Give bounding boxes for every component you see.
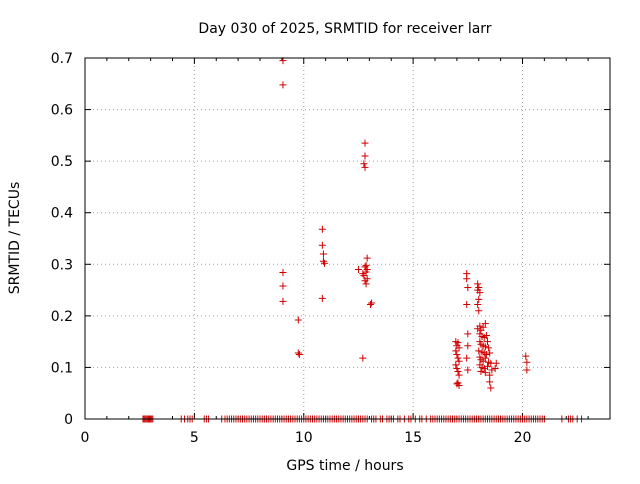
data-point [454,368,462,376]
data-point [318,225,326,233]
data-point [486,371,494,379]
data-point [361,139,369,147]
data-point [463,301,471,309]
data-point [474,325,482,333]
y-tick-label: 0.3 [51,257,73,273]
data-point [523,366,531,374]
data-point [318,294,326,302]
data-point [482,331,490,339]
data-point [464,283,472,291]
data-point [279,81,287,89]
data-point [491,364,499,372]
x-tick-label: 15 [404,430,422,446]
data-point [463,354,471,362]
data-point [476,289,484,297]
y-tick-label: 0.6 [51,103,73,119]
data-point [487,384,495,392]
data-point [464,366,472,374]
y-tick-label: 0.5 [51,154,73,170]
y-axis-label: SRMTID / TECUs [7,182,23,295]
data-point [474,280,482,288]
x-tick-label: 0 [81,430,90,446]
data-point [481,320,489,328]
y-tick-label: 0.4 [51,206,73,222]
x-tick-label: 5 [190,430,199,446]
data-point [477,368,485,376]
data-point [361,163,369,171]
data-point [475,307,483,315]
x-tick-label: 20 [514,430,532,446]
data-point [359,354,367,362]
data-point [492,359,500,367]
data-point [361,277,369,285]
data-point [463,275,471,283]
data-point [475,295,483,303]
data-point [366,301,374,309]
data-point [479,323,487,331]
data-point [362,280,370,288]
data-point [279,269,287,277]
data-point [362,261,370,269]
data-point [485,344,493,352]
data-point [360,160,368,168]
data-point [453,380,461,388]
data-point [482,351,490,359]
data-point [481,369,489,377]
data-point [362,268,370,276]
grid-lines [85,58,610,419]
data-point [294,349,302,357]
data-point [484,362,491,370]
data-point [455,357,463,365]
data-point [523,358,531,366]
data-point [360,272,368,280]
axis-ticks [84,57,611,420]
y-tick-label: 0 [64,412,73,428]
data-point [318,241,326,249]
data-point [464,342,472,350]
data-point [354,265,362,273]
data-point [464,330,472,338]
data-point [474,301,482,309]
data-point [522,352,530,360]
data-point [279,282,287,290]
x-tick-label: 10 [295,430,313,446]
data-point [319,250,327,258]
data-point [368,299,376,307]
data-point [361,152,369,160]
data-point [294,316,302,324]
data-point [455,371,463,379]
x-axis-label: GPS time / hours [286,458,403,474]
data-point [481,343,489,351]
data-point [453,351,461,359]
chart-title: Day 030 of 2025, SRMTID for receiver lar… [198,21,491,37]
data-point [452,361,460,369]
data-point [481,354,489,362]
data-point [475,347,483,355]
data-point [279,297,287,305]
data-point [452,347,460,355]
y-tick-label: 0.2 [51,309,73,325]
y-tick-label: 0.7 [51,51,73,67]
data-point [363,254,371,262]
data-point [484,338,491,346]
y-tick-label: 0.1 [51,360,73,376]
data-point [486,349,494,357]
data-point [488,366,496,374]
data-point [454,339,462,347]
data-point [453,364,461,372]
data-point [454,354,462,362]
data-point [321,259,329,267]
data-points [139,57,586,423]
data-point [455,344,463,352]
plot-frame [84,57,611,420]
data-point [486,378,494,386]
data-point [295,351,303,359]
